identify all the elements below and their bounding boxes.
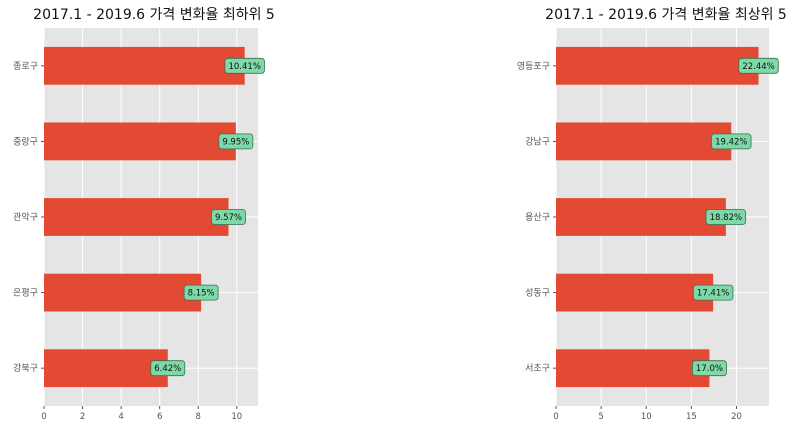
data-label: 8.15%	[188, 289, 215, 299]
chart-panel-1: 종로구 10.41% 중랑구 9.95% 관악구 9.57% 은평구 8.15% 강북구 6.42…	[13, 7, 275, 422]
x-tick-label: 2	[80, 412, 85, 422]
data-label: 17.0%	[696, 364, 723, 374]
data-label: 17.41%	[697, 289, 729, 299]
data-label: 9.57%	[215, 213, 242, 223]
data-label-box	[150, 360, 186, 377]
x-tick-label: 10	[641, 412, 652, 422]
bar-4	[44, 273, 202, 312]
x-tick-label: 4	[118, 412, 123, 422]
x-tick-label: 15	[686, 412, 697, 422]
data-label-box	[224, 57, 265, 74]
bar-2	[556, 122, 732, 161]
bar-1	[44, 46, 245, 85]
data-label-box	[218, 133, 254, 150]
bar-3	[44, 198, 229, 236]
data-label: 9.95%	[222, 137, 249, 147]
x-tick-label: 8	[196, 412, 201, 422]
category-label: 강북구	[13, 363, 38, 374]
x-tick-label: 0	[553, 412, 558, 422]
bar-5	[556, 349, 710, 388]
data-label-box	[692, 360, 727, 377]
data-label-box	[183, 284, 219, 301]
data-label-box	[705, 209, 747, 225]
data-label: 18.82%	[710, 213, 742, 223]
bar-5	[44, 349, 168, 388]
bar-4	[556, 273, 714, 312]
category-label: 중랑구	[13, 135, 38, 147]
x-tick-label: 6	[157, 412, 162, 422]
x-tick-label: 0	[41, 412, 46, 422]
bar-1	[556, 46, 759, 85]
bar-2	[44, 122, 236, 161]
category-label: 용산구	[525, 212, 550, 223]
data-label-box	[692, 284, 734, 301]
category-label: 강남구	[525, 136, 550, 147]
bar-3	[556, 198, 726, 236]
category-label: 관악구	[13, 211, 38, 223]
chart-title: 2017.1 - 2019.6 가격 변화율 최하위 5	[33, 7, 275, 23]
data-label: 10.41%	[228, 62, 260, 72]
data-label-box	[738, 57, 779, 74]
category-label: 성동구	[525, 288, 550, 299]
data-label: 19.42%	[715, 137, 747, 147]
category-label: 종로구	[13, 61, 38, 72]
chart-panel-2: 영등포구 22.44% 강남구 19.42% 용산구 18.82% 성동구 17.41% 서초구…	[517, 7, 787, 422]
data-label-box	[211, 209, 246, 225]
data-label: 6.42%	[154, 364, 181, 374]
x-tick-label: 5	[598, 412, 603, 422]
category-label: 영등포구	[517, 61, 550, 72]
x-tick-label: 20	[731, 412, 742, 422]
x-tick-label: 10	[231, 412, 242, 422]
data-label: 22.44%	[742, 62, 774, 72]
category-label: 서초구	[525, 363, 550, 374]
category-label: 은평구	[13, 288, 38, 299]
chart-title: 2017.1 - 2019.6 가격 변화율 최상위 5	[545, 7, 787, 23]
data-label-box	[711, 133, 752, 150]
